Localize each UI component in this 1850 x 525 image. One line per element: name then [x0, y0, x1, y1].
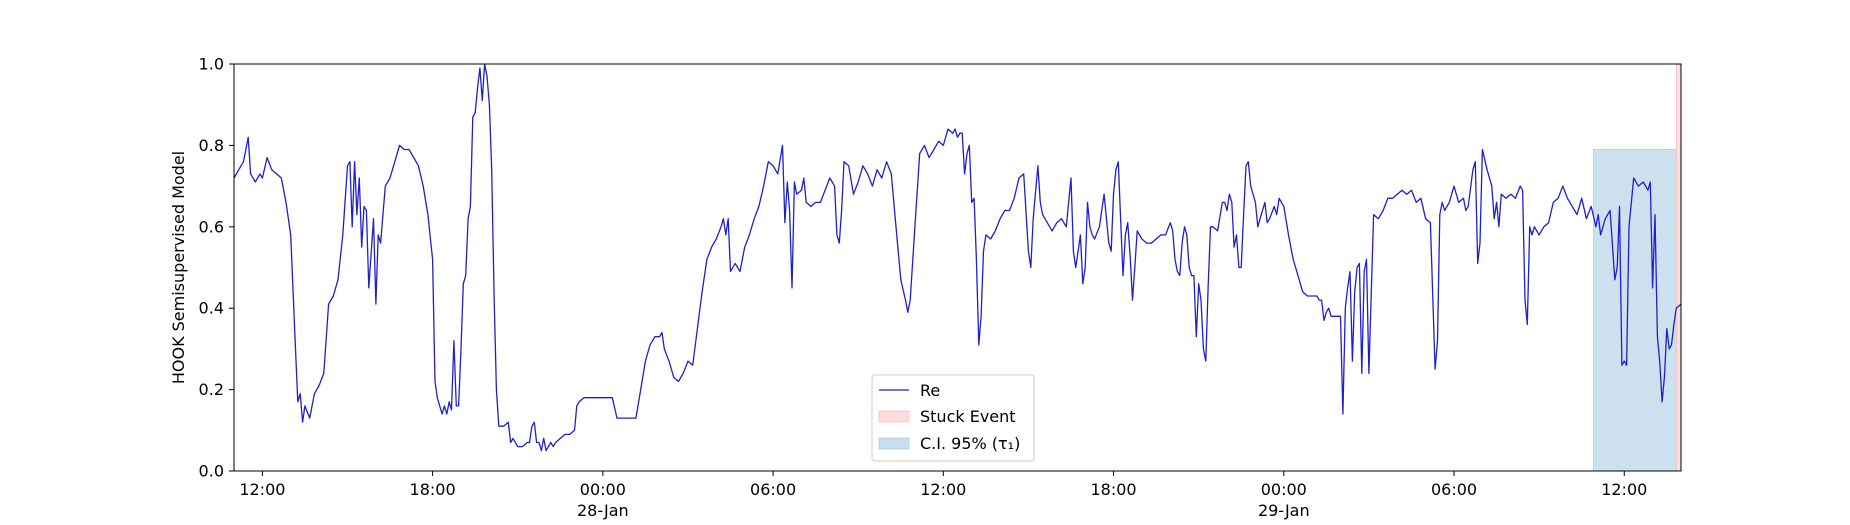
legend-swatch-ci-95: [878, 437, 910, 450]
x-tick-label: 29-Jan: [1258, 501, 1310, 520]
x-tick-label: 18:00: [410, 480, 456, 499]
y-tick-label: 0.8: [199, 136, 224, 155]
y-axis-label: HOOK Semisupervised Model: [169, 151, 188, 384]
x-tick-label: 00:00: [1261, 480, 1307, 499]
x-tick-label: 28-Jan: [577, 501, 629, 520]
plot-frame: [233, 63, 1682, 472]
y-axis: 0.0 0.2 0.4 0.6 0.8 1.0: [199, 55, 234, 481]
x-tick-label: 06:00: [750, 480, 796, 499]
legend-label-ci-95: C.I. 95% (τ₁): [920, 434, 1020, 453]
legend-label-re: Re: [920, 381, 940, 400]
x-tick-label: 12:00: [920, 480, 966, 499]
y-tick-label: 0.2: [199, 380, 224, 399]
x-tick-label: 1900: [582, 522, 623, 525]
x-tick-label: 00:00: [580, 480, 626, 499]
stuck-event-band: [1675, 63, 1682, 472]
legend-label-stuck-event: Stuck Event: [920, 407, 1016, 426]
x-tick-label: 12:00: [1601, 480, 1647, 499]
plot-area: [233, 63, 1682, 472]
y-tick-label: 0.0: [199, 462, 224, 481]
series-line-re: [233, 63, 1682, 452]
legend-box: [871, 374, 1035, 462]
legend-swatch-stuck-event: [878, 410, 910, 423]
y-tick-label: 1.0: [199, 55, 224, 74]
x-tick-label: 12:00: [239, 480, 285, 499]
x-tick-label: 06:00: [1431, 480, 1477, 499]
y-tick-label: 0.4: [199, 299, 224, 318]
y-tick-label: 0.6: [199, 217, 224, 236]
x-tick-label: 18:00: [1090, 480, 1136, 499]
x-axis: 12:00 18:00 00:00 28-Jan 1900 06:00 12:00 18:00…: [239, 471, 1647, 525]
legend: Re Stuck Event C.I. 95% (τ₁): [871, 374, 1035, 462]
ci-95-band: [1593, 149, 1682, 472]
